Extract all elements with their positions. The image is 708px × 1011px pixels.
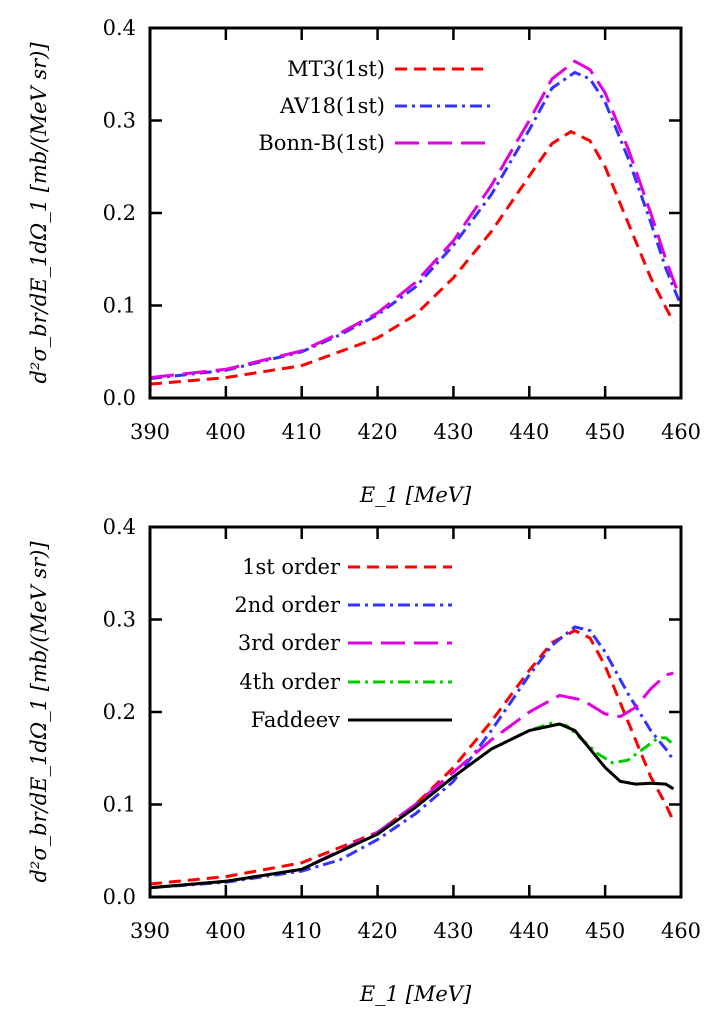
chart-panel-2: 1st order 2nd order 3rd order 4th order Fadd… — [27, 515, 701, 1006]
y-tick-label: 0.4 — [103, 16, 136, 40]
chart-panel-1: MT3(1st) AV18(1st) Bonn-B(1st) 390 400 410 420… — [27, 16, 701, 507]
legend-label: MT3(1st) — [287, 57, 385, 81]
x-tick-label: 440 — [509, 919, 549, 943]
series-line-av18-1st- — [149, 70, 683, 381]
y-tick-label: 0.2 — [103, 700, 136, 724]
y-axis-label: d²σ_br/dE_1dΩ_1 [mb/(MeV sr)] — [27, 541, 51, 883]
legend-label: 4th order — [239, 670, 341, 694]
series-line-3rd-order — [149, 671, 674, 890]
y-tick-label: 0.1 — [103, 294, 136, 318]
legend-label: Bonn-B(1st) — [258, 131, 385, 155]
series-line-faddeev — [149, 722, 675, 890]
y-axis-label: d²σ_br/dE_1dΩ_1 [mb/(MeV sr)] — [27, 42, 51, 384]
legend-label: Faddeev — [251, 708, 340, 732]
x-tick-label: 460 — [661, 919, 701, 943]
x-tick-label: 450 — [585, 919, 625, 943]
x-tick-label: 390 — [130, 420, 170, 444]
x-tick-label: 430 — [433, 420, 473, 444]
legend-label: AV18(1st) — [279, 94, 385, 118]
x-tick-label: 450 — [585, 420, 625, 444]
x-tick-label: 410 — [282, 919, 322, 943]
x-tick-label: 400 — [206, 919, 246, 943]
series-line-bonn-b-1st- — [149, 59, 683, 380]
y-tick-label: 0.2 — [103, 201, 136, 225]
y-tick-label: 0.0 — [103, 386, 136, 410]
x-tick-label: 440 — [509, 420, 549, 444]
x-tick-label: 400 — [206, 420, 246, 444]
y-tick-label: 0.3 — [103, 608, 136, 632]
series-line-1st-order — [149, 628, 675, 886]
legend-label: 3rd order — [238, 631, 341, 655]
x-axis-label: E_1 [MeV] — [359, 483, 472, 507]
x-tick-label: 410 — [282, 420, 322, 444]
y-tick-label: 0.4 — [103, 515, 136, 539]
y-tick-label: 0.0 — [103, 885, 136, 909]
x-tick-label: 420 — [358, 919, 398, 943]
legend-label: 1st order — [242, 555, 341, 579]
series-line-mt3-1st- — [149, 129, 675, 386]
x-tick-label: 460 — [661, 420, 701, 444]
plot-frame — [148, 26, 683, 400]
x-axis-label: E_1 [MeV] — [359, 982, 472, 1006]
legend-label: 2nd order — [234, 593, 341, 617]
x-tick-label: 390 — [130, 919, 170, 943]
x-tick-label: 430 — [433, 919, 473, 943]
y-tick-label: 0.3 — [103, 109, 136, 133]
x-tick-label: 420 — [358, 420, 398, 444]
y-tick-label: 0.1 — [103, 793, 136, 817]
